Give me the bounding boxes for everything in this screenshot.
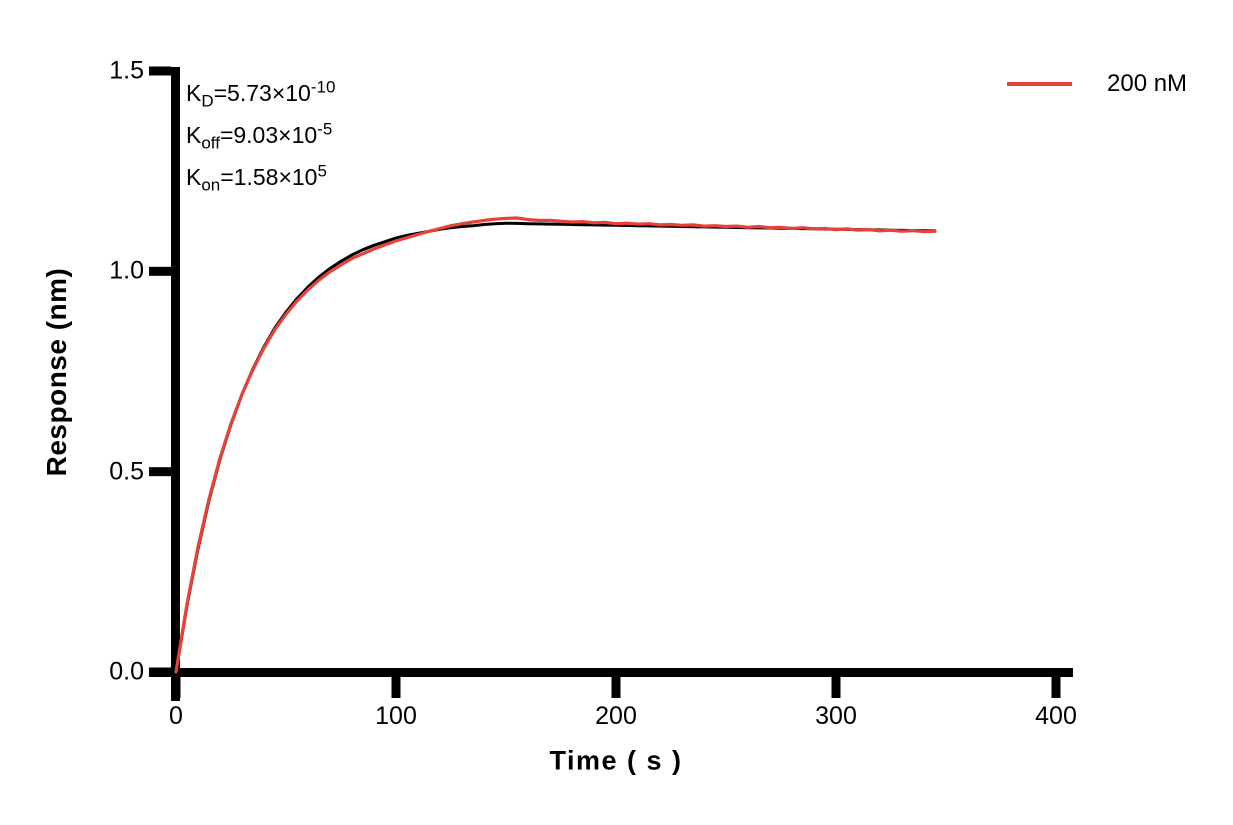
fit-curve (174, 221, 937, 674)
y-tick-label-0.0: 0.0 (109, 657, 144, 686)
y-tick-mark (149, 467, 171, 477)
legend-label-200nm: 200 nM (1107, 70, 1188, 97)
x-tick-label-0: 0 (169, 702, 183, 730)
x-tick-label-100: 100 (375, 702, 417, 730)
y-tick-label-1.0: 1.0 (109, 256, 144, 285)
x-axis-title: Time ( s ) (549, 745, 683, 776)
x-tick-mark (611, 677, 621, 698)
x-tick-label-400: 400 (1035, 702, 1077, 730)
koff-value: Koff=9.03×10-5 (186, 119, 333, 153)
kon-value: Kon=1.58×105 (186, 161, 327, 195)
data-curve-200nm (174, 216, 937, 674)
kd-value: KD=5.73×10-10 (186, 77, 336, 111)
legend: 200 nM (1007, 70, 1187, 97)
y-tick-mark (149, 266, 171, 276)
x-tick-mark (171, 677, 181, 698)
x-tick-mark (831, 677, 841, 698)
y-axis-title: Response (nm) (41, 267, 72, 477)
x-tick-mark (391, 677, 401, 698)
y-tick-label-1.5: 1.5 (109, 56, 144, 85)
y-axis-spine (171, 67, 180, 701)
x-tick-label-300: 300 (815, 702, 857, 730)
x-tick-mark (1051, 677, 1061, 698)
legend-line-swatch (1007, 82, 1072, 86)
x-axis-spine (149, 668, 1073, 677)
x-tick-label-200: 200 (595, 702, 637, 730)
kinetics-annotation: KD=5.73×10-10 Koff=9.03×10-5 Kon=1.58×10… (186, 72, 335, 198)
y-tick-mark (149, 66, 171, 76)
y-tick-mark (149, 667, 171, 677)
y-tick-label-0.5: 0.5 (109, 457, 144, 486)
